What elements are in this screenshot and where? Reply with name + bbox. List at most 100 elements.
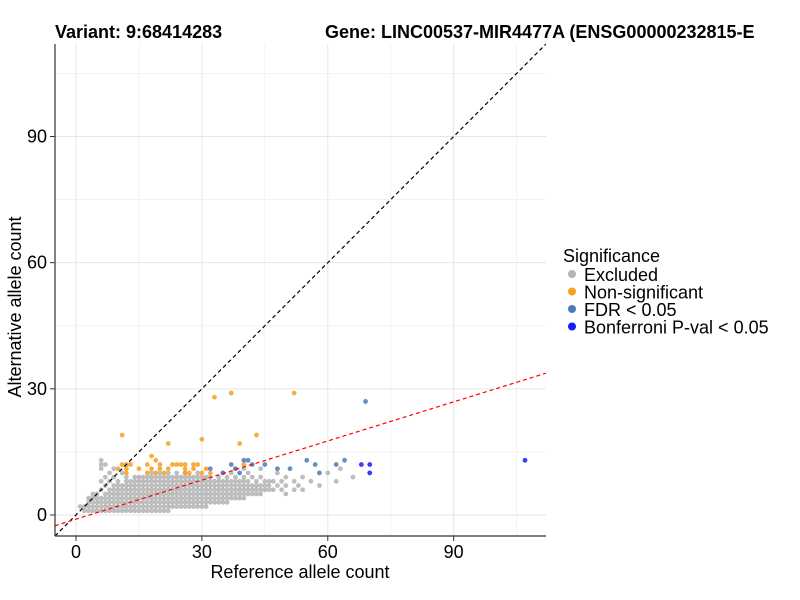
data-point — [111, 466, 117, 472]
data-point — [157, 504, 163, 509]
data-point — [123, 508, 129, 514]
data-point — [199, 499, 205, 505]
data-point — [291, 478, 297, 484]
data-point — [228, 390, 234, 396]
data-point — [228, 483, 234, 488]
data-point — [136, 508, 142, 514]
data-point — [144, 462, 150, 467]
data-point — [98, 478, 104, 484]
data-point — [186, 478, 192, 484]
data-point — [165, 470, 171, 476]
data-point — [94, 495, 100, 501]
data-point — [77, 504, 83, 509]
data-point — [119, 499, 125, 505]
fit-reference-line — [55, 372, 546, 527]
data-point — [182, 491, 188, 497]
legend-key-1 — [568, 287, 576, 296]
data-point — [212, 483, 217, 488]
data-point — [128, 508, 133, 514]
data-point — [119, 491, 125, 497]
data-point — [170, 491, 175, 497]
data-point — [123, 483, 129, 488]
data-point — [212, 499, 217, 505]
data-point — [149, 483, 154, 488]
data-point — [102, 462, 108, 467]
data-point — [107, 470, 112, 476]
data-point — [102, 495, 108, 501]
legend-label-2: FDR < 0.05 — [584, 300, 677, 320]
data-point — [212, 478, 217, 484]
data-point — [203, 491, 209, 497]
data-point — [128, 491, 133, 497]
data-point — [228, 495, 234, 501]
data-point — [132, 491, 138, 497]
data-point — [199, 504, 205, 509]
data-point — [275, 483, 280, 488]
data-point — [98, 508, 104, 514]
data-point — [86, 508, 91, 514]
data-point — [195, 495, 201, 501]
data-point — [191, 495, 196, 501]
data-point — [102, 504, 108, 509]
data-point — [195, 504, 201, 509]
data-point — [241, 491, 247, 497]
data-point — [199, 474, 205, 480]
data-point — [178, 491, 184, 497]
data-point — [279, 487, 285, 493]
data-point — [165, 474, 171, 480]
data-point — [237, 478, 243, 484]
data-point — [233, 478, 238, 484]
data-point — [153, 504, 159, 509]
data-point — [149, 453, 154, 459]
data-point — [132, 474, 138, 480]
data-point — [165, 504, 171, 509]
identity-reference-line — [55, 44, 546, 536]
data-point — [115, 487, 121, 493]
data-point — [98, 466, 104, 472]
data-point — [140, 483, 146, 488]
data-point — [249, 487, 255, 493]
data-point — [254, 491, 259, 497]
data-point — [291, 487, 297, 493]
data-point — [153, 487, 159, 493]
data-point — [86, 504, 91, 509]
data-point — [228, 478, 234, 484]
data-point — [111, 491, 117, 497]
data-point — [98, 504, 104, 509]
data-point — [279, 478, 285, 484]
data-point — [165, 487, 171, 493]
data-point — [132, 483, 138, 488]
data-point — [228, 491, 234, 497]
data-point — [249, 483, 255, 488]
data-point — [216, 487, 222, 493]
data-point — [254, 487, 259, 493]
data-point — [241, 495, 247, 501]
data-point — [149, 491, 154, 497]
data-point — [207, 470, 213, 476]
data-point — [144, 504, 150, 509]
data-point — [174, 504, 180, 509]
data-point — [224, 495, 230, 501]
data-point — [182, 499, 188, 505]
data-point — [367, 470, 373, 476]
data-point — [144, 470, 150, 476]
data-point — [283, 483, 289, 488]
data-point — [111, 504, 117, 509]
data-point — [157, 483, 163, 488]
data-point — [170, 504, 175, 509]
data-point — [136, 491, 142, 497]
data-point — [174, 499, 180, 505]
series-non-significant — [115, 390, 297, 476]
data-point — [161, 474, 167, 480]
data-point — [90, 491, 96, 497]
data-point — [182, 495, 188, 501]
data-point — [140, 478, 146, 484]
data-point — [207, 495, 213, 501]
data-point — [161, 495, 167, 501]
data-point — [107, 487, 112, 493]
y-tick-label: 90 — [27, 127, 47, 147]
data-point — [132, 495, 138, 501]
data-point — [174, 483, 180, 488]
data-point — [165, 483, 171, 488]
data-point — [186, 470, 192, 476]
